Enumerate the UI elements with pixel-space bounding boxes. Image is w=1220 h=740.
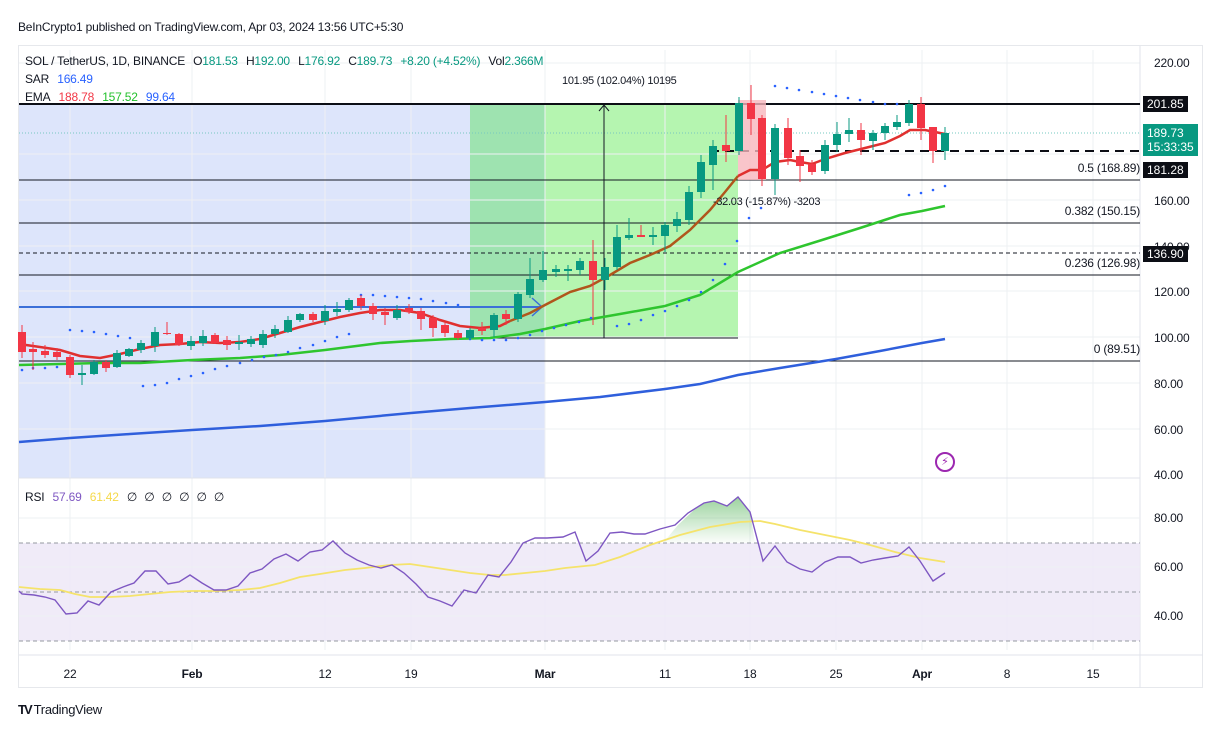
price-tick-120: 120.00	[1154, 285, 1190, 299]
rsi-tick-40: 40.00	[1154, 609, 1184, 623]
rsi-value: 57.69	[52, 490, 82, 504]
time-label-22: 22	[63, 667, 77, 681]
measure-up-label: 101.95 (102.04%) 10195	[562, 75, 677, 87]
sar-value: 166.49	[57, 72, 93, 86]
ema50-value: 157.52	[102, 90, 138, 104]
time-label-15: 15	[1086, 667, 1100, 681]
tradingview-logo[interactable]: TV TradingView	[18, 702, 102, 717]
ema200-line	[18, 337, 946, 444]
time-label-feb: Feb	[181, 667, 203, 681]
fib-0.382-label: 0.382 (150.15)	[1064, 204, 1140, 218]
time-label-25: 25	[829, 667, 843, 681]
fib-0.236-label: 0.236 (126.98)	[1064, 256, 1140, 270]
measure-down-label: -32.03 (-15.87%) -3203	[713, 196, 821, 208]
time-label-19: 19	[404, 667, 418, 681]
chart-frame[interactable]	[18, 45, 1203, 688]
tradingview-brand: TradingView	[33, 702, 103, 717]
support-price-tag: 181.28	[1143, 162, 1188, 178]
last-price-value: 189.73	[1147, 126, 1184, 140]
price-tick-40: 40.00	[1154, 468, 1184, 482]
price-tick-220: 220.00	[1154, 56, 1190, 70]
bar-countdown: 15:33:35	[1147, 140, 1194, 154]
open-value: 181.53	[202, 54, 238, 68]
price-tick-100: 100.00	[1154, 331, 1190, 345]
low-value: 176.92	[304, 54, 341, 68]
resistance-price-tag: 201.85	[1143, 96, 1188, 112]
ema50-line	[18, 204, 946, 367]
candles	[18, 85, 949, 385]
rsi-ma-value: 61.42	[89, 490, 119, 504]
level-136-price-tag: 136.90	[1143, 246, 1188, 262]
close-value: 189.73	[356, 54, 393, 68]
rsi-ma-line	[18, 520, 946, 598]
sar-legend[interactable]: SAR 166.49	[25, 72, 93, 86]
price-tick-60: 60.00	[1154, 423, 1184, 437]
publish-info: BeInCrypto1 published on TradingView.com…	[18, 20, 404, 34]
high-value: 192.00	[254, 54, 290, 68]
rsi-line	[18, 496, 946, 615]
rsi-tick-60: 60.00	[1154, 560, 1184, 574]
time-label-12: 12	[318, 667, 332, 681]
lightning-bolt-icon[interactable]: ⚡	[935, 452, 955, 472]
last-price-tag: 189.73 15:33:35	[1143, 124, 1198, 156]
ema20-value: 188.78	[58, 90, 95, 104]
change-value: +8.20 (+4.52%)	[400, 54, 481, 68]
rsi-legend[interactable]: RSI 57.69 61.42 ∅ ∅ ∅ ∅ ∅ ∅	[25, 490, 225, 504]
fib-0.5-label: 0.5 (168.89)	[1077, 161, 1141, 175]
time-label-11: 11	[658, 667, 672, 681]
time-label-8: 8	[1003, 667, 1011, 681]
light-green-zone	[545, 104, 738, 338]
rsi-overbought-fill	[663, 497, 755, 543]
tradingview-mark-icon: TV	[18, 702, 33, 717]
time-label-18: 18	[743, 667, 757, 681]
rsi-tick-80: 80.00	[1154, 511, 1184, 525]
dark-green-zone	[470, 104, 545, 338]
time-label-mar: Mar	[534, 667, 556, 681]
sar-dots	[20, 84, 947, 388]
price-legend: SOL / TetherUS, 1D, BINANCE O181.53 H192…	[25, 54, 544, 68]
ema20-line-brown	[509, 175, 739, 323]
time-label-apr: Apr	[911, 667, 933, 681]
ema20-line-late	[737, 128, 946, 178]
price-tick-80: 80.00	[1154, 377, 1184, 391]
ema-legend[interactable]: EMA 188.78 157.52 99.64	[25, 90, 175, 104]
price-tick-160: 160.00	[1154, 194, 1190, 208]
fib-0-label: 0 (89.51)	[1093, 342, 1140, 356]
ema200-value: 99.64	[145, 90, 175, 104]
symbol-title[interactable]: SOL / TetherUS, 1D, BINANCE	[25, 54, 185, 68]
volume-value: 2.366M	[504, 54, 544, 68]
